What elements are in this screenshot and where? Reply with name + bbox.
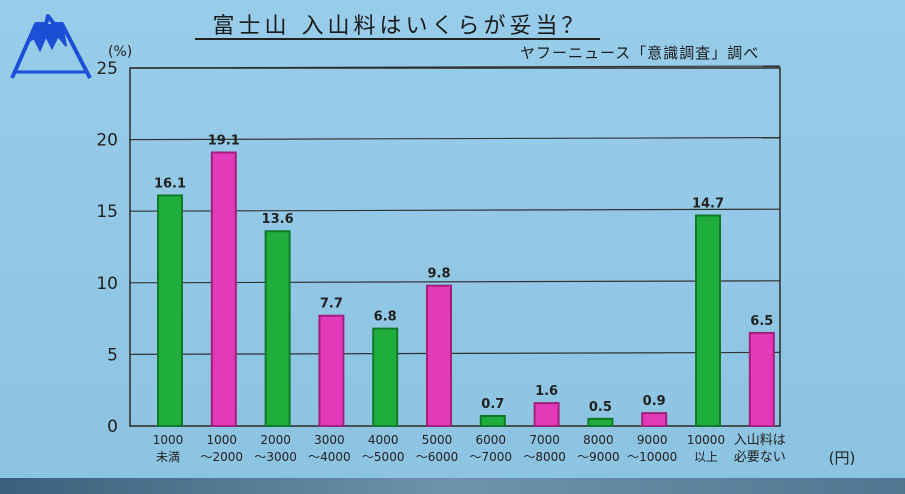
bar-value-label: 7.7 [320,297,343,312]
title-underline [195,38,600,40]
bar [641,412,668,427]
photo-bottom-edge [0,478,905,494]
chart-subtitle: ヤフーニュース「意識調査」調べ [520,44,760,62]
y-tick-label: 25 [96,59,118,79]
bar-value-label: 6.8 [374,310,397,325]
x-tick-label: 4000 〜5000 [362,433,405,464]
grid-line [129,137,781,141]
bar-value-label: 0.5 [589,400,612,415]
bar-value-label: 19.1 [208,133,240,148]
x-tick-label-line: 8000 [583,433,614,447]
x-tick-label-line: 〜10000 [627,450,677,464]
bar [533,402,560,428]
x-tick-label-line: 〜6000 [416,450,459,464]
bar-value-label: 6.5 [750,314,773,329]
y-tick-label: 0 [107,417,118,437]
bar-value-label: 0.7 [481,397,504,412]
x-tick-label: 10000 以上 [687,433,725,464]
x-tick-label-line: 〜8000 [523,450,566,464]
x-tick-label-line: 〜4000 [308,450,351,464]
x-tick-label-line: 必要ない [734,450,786,465]
bar [264,230,291,427]
x-tick-label: 2000 〜3000 [254,433,297,464]
x-axis-unit-label: (円) [829,449,856,467]
bars [157,151,775,428]
bar [210,151,237,427]
x-tick-label-line: 以上 [694,450,718,464]
bar-value-label: 0.9 [643,394,666,409]
x-tick-label-line: 入山料は [734,433,786,448]
bar [372,327,399,427]
x-tick-label-line: 〜9000 [577,450,620,464]
y-tick-label: 20 [96,131,118,151]
y-tick-labels: 0 5 10 15 20 25 [96,59,118,437]
x-tick-label-line: 1000 [153,433,184,447]
bar [695,214,721,427]
bar-value-label: 14.7 [692,196,724,211]
bar-labels: 16.1 19.1 13.6 7.7 6.8 9.8 0.7 1.6 0.5 0.9 14.7 6.5 [154,133,773,414]
bar-value-label: 16.1 [154,176,186,191]
x-tick-label-line: 〜2000 [201,450,244,464]
x-tick-label-line: 9000 [637,433,668,447]
y-tick-label: 5 [107,345,118,365]
bar [479,414,506,428]
x-tick-labels: 1000 未満 1000 〜2000 2000 〜3000 3000 〜4000 4000 〜50… [153,433,856,467]
grid-line [129,351,781,355]
x-tick-label: 6000 〜7000 [470,433,513,464]
mount-fuji-icon [10,14,92,79]
x-tick-label-line: 6000 [476,433,507,447]
x-tick-label: 9000 〜10000 [627,433,677,464]
x-tick-label: 8000 〜9000 [577,433,620,464]
bar [587,417,614,427]
x-tick-label: 3000 〜4000 [308,433,351,464]
bar-value-label: 9.8 [427,267,450,282]
x-tick-label: 7000 〜8000 [523,433,566,464]
x-tick-label-line: 4000 [368,433,399,447]
x-tick-label-line: 未満 [156,450,180,464]
x-tick-label-line: 10000 [687,433,725,447]
x-tick-label-line: 〜3000 [254,450,297,464]
x-tick-label: 1000 〜2000 [201,433,244,464]
grid-line [129,280,781,284]
x-tick-label-line: 1000 [207,433,238,447]
x-tick-label-line: 3000 [314,433,345,447]
bar [426,284,452,427]
axes [129,67,781,427]
y-tick-label: 10 [96,274,118,294]
x-tick-label-line: 〜5000 [362,450,405,464]
y-tick-label: 15 [96,202,118,222]
y-axis-label: (%) [108,44,132,60]
x-tick-label-line: 7000 [529,433,560,447]
bar [318,314,345,427]
bar-value-label: 13.6 [262,212,294,227]
bar [748,331,775,428]
x-tick-label: 1000 未満 [153,433,184,464]
x-tick-label-line: 〜7000 [470,450,513,464]
bar-value-label: 1.6 [535,384,558,399]
x-tick-label-line: 5000 [422,433,453,447]
bar [157,194,183,427]
x-tick-label: 5000 〜6000 [416,433,459,464]
chart-title: 富士山 入山料はいくらが妥当？ [212,14,588,39]
grid-line [129,208,781,212]
plot-frame [129,67,781,427]
x-tick-label-line: 2000 [260,433,291,447]
